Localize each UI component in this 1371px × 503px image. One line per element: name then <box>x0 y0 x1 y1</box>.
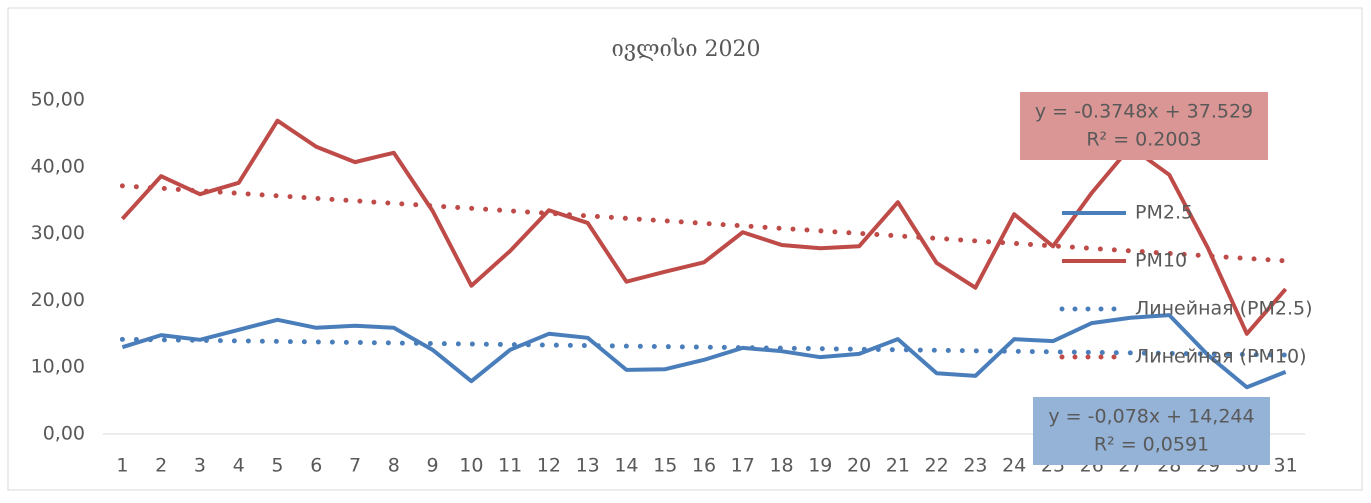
trendline <box>119 183 1289 264</box>
y-tick-label: 40,00 <box>31 155 85 177</box>
series-line <box>120 118 1288 336</box>
equation: y = -0.3748x + 37.529 <box>1035 101 1253 123</box>
x-tick-label: 4 <box>233 455 245 477</box>
x-tick-label: 31 <box>1274 455 1298 477</box>
x-tick-label: 18 <box>769 455 793 477</box>
x-tick-label: 15 <box>653 455 677 477</box>
x-tick-label: 16 <box>692 455 716 477</box>
x-tick-label: 24 <box>1002 455 1026 477</box>
x-tick-label: 8 <box>388 455 400 477</box>
x-tick-label: 17 <box>731 455 755 477</box>
y-tick-label: 0,00 <box>43 423 85 445</box>
legend-label: Линейная (PM2.5) <box>1135 298 1313 320</box>
y-tick-label: 50,00 <box>31 89 85 111</box>
y-tick-label: 20,00 <box>31 289 85 311</box>
legend-label: PM10 <box>1135 250 1187 272</box>
x-tick-label: 11 <box>498 455 522 477</box>
x-tick-label: 2 <box>155 455 167 477</box>
x-tick-label: 12 <box>537 455 561 477</box>
r-squared: R² = 0.2003 <box>1086 129 1201 151</box>
x-tick-label: 10 <box>459 455 483 477</box>
equation: y = -0,078x + 14,244 <box>1048 406 1254 428</box>
x-tick-label: 3 <box>194 455 206 477</box>
x-tick-label: 1 <box>116 455 128 477</box>
x-tick-label: 22 <box>925 455 949 477</box>
x-tick-label: 7 <box>349 455 361 477</box>
equation-box <box>1033 397 1270 465</box>
x-tick-label: 6 <box>310 455 322 477</box>
series-line <box>121 313 1287 390</box>
chart-title: ივლისი 2020 <box>612 37 761 62</box>
r-squared: R² = 0,0591 <box>1094 434 1209 456</box>
legend-label: Линейная (PM10) <box>1135 346 1306 368</box>
x-tick-label: 19 <box>808 455 832 477</box>
x-tick-label: 5 <box>271 455 283 477</box>
trendline <box>119 336 1289 358</box>
x-tick-label: 14 <box>614 455 638 477</box>
equation-box <box>1020 92 1268 160</box>
x-tick-label: 20 <box>847 455 871 477</box>
x-tick-label: 13 <box>576 455 600 477</box>
x-tick-label: 23 <box>963 455 987 477</box>
x-tick-label: 9 <box>427 455 439 477</box>
y-tick-label: 30,00 <box>31 222 85 244</box>
y-tick-label: 10,00 <box>31 356 85 378</box>
legend-label: PM2.5 <box>1135 202 1193 224</box>
x-tick-label: 21 <box>886 455 910 477</box>
